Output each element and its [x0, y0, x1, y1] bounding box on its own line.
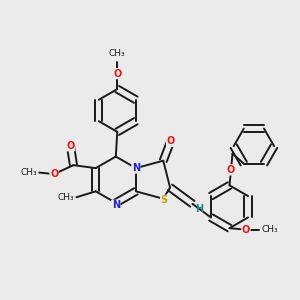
Text: CH₃: CH₃ — [20, 168, 37, 177]
Text: CH₃: CH₃ — [57, 193, 74, 202]
Text: O: O — [167, 136, 175, 146]
Text: H: H — [195, 204, 203, 214]
Text: N: N — [132, 163, 140, 173]
Text: CH₃: CH₃ — [109, 49, 126, 58]
Text: N: N — [112, 200, 120, 210]
Text: O: O — [227, 165, 235, 175]
Text: CH₃: CH₃ — [262, 225, 278, 234]
Text: O: O — [113, 69, 122, 79]
Text: O: O — [50, 169, 58, 179]
Text: O: O — [242, 225, 250, 235]
Text: S: S — [160, 195, 168, 205]
Text: O: O — [66, 141, 75, 151]
